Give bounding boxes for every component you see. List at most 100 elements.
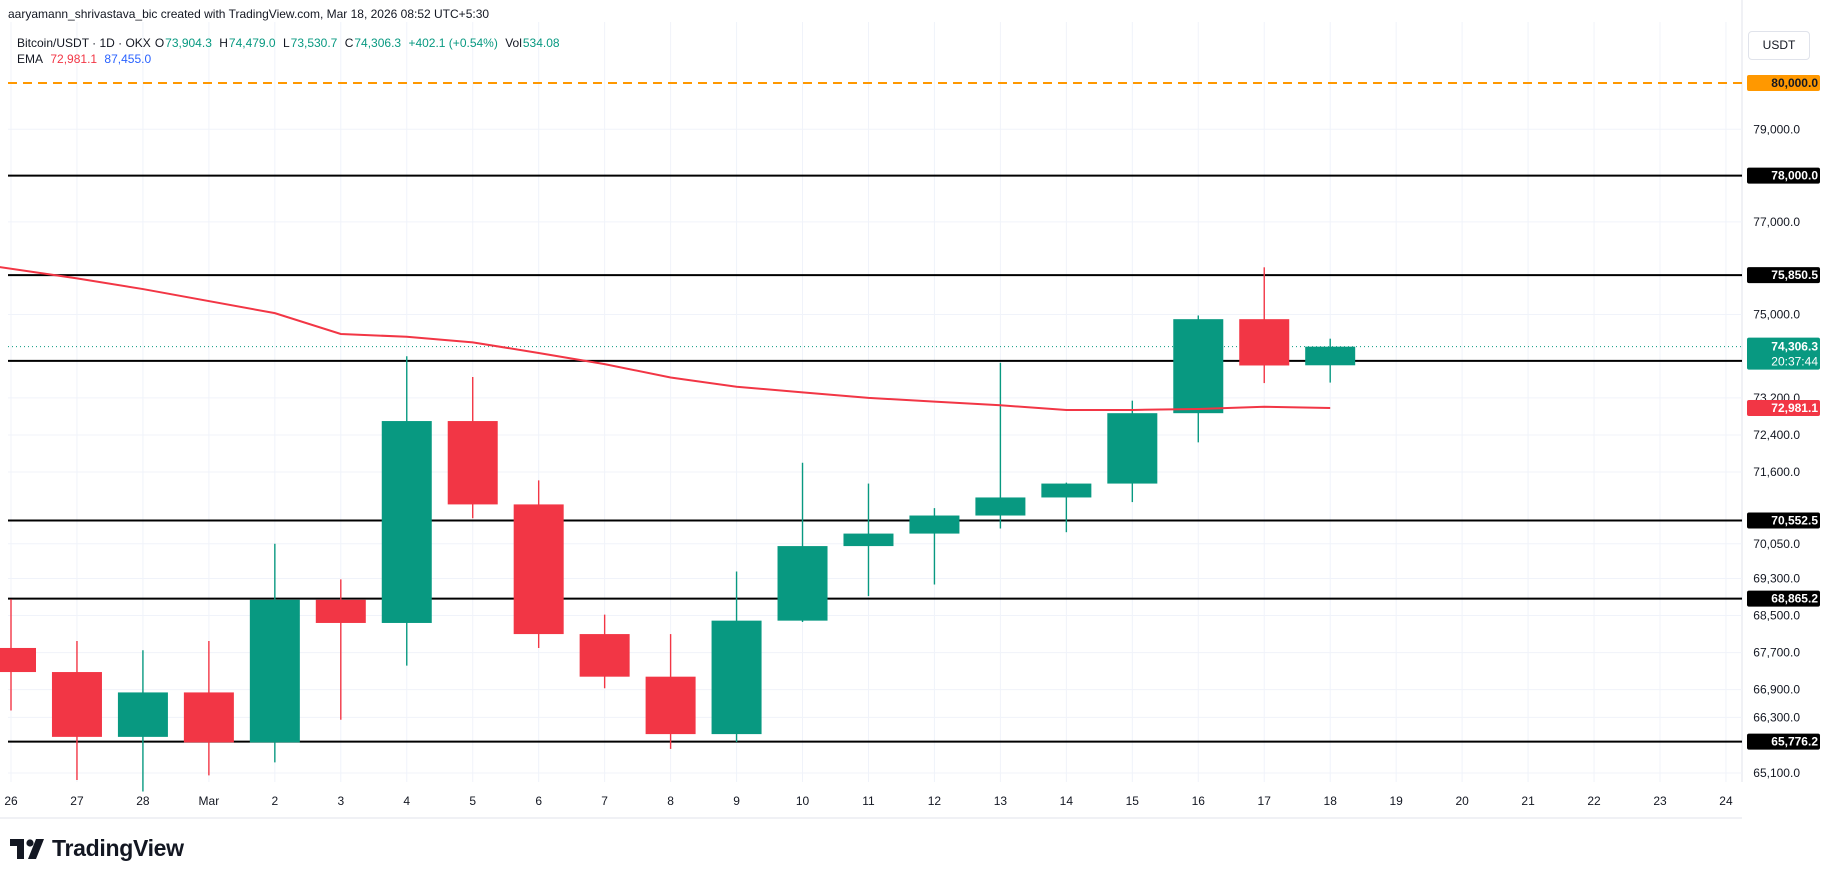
open-key: O: [154, 36, 165, 50]
tradingview-wordmark: TradingView: [52, 835, 184, 861]
time-tick-label: 2: [271, 794, 278, 808]
candle-body: [975, 497, 1026, 516]
price-tick-label: 77,000.0: [1753, 215, 1800, 229]
ema-line: [0, 266, 1331, 411]
candle-body: [579, 634, 630, 677]
time-tick-label: 3: [337, 794, 344, 808]
candle-body: [645, 676, 696, 735]
bar-countdown-label: 20:37:44: [1771, 355, 1818, 369]
time-tick-label: 10: [796, 794, 810, 808]
time-tick-label: 18: [1324, 794, 1338, 808]
price-tick-label: 75,000.0: [1753, 308, 1800, 322]
price-tick-label: 71,600.0: [1753, 465, 1800, 479]
candle-body: [249, 599, 300, 743]
ema-series-line: [0, 266, 1331, 411]
last-price-label: 74,306.3: [1771, 340, 1818, 354]
candle-body: [381, 421, 432, 623]
time-tick-label: 12: [928, 794, 942, 808]
time-tick-label: 21: [1521, 794, 1535, 808]
candle-body: [843, 533, 894, 547]
ema-value-2: 87,455.0: [104, 52, 152, 66]
price-tick-label: 67,700.0: [1753, 646, 1800, 660]
time-tick-label: 4: [403, 794, 410, 808]
level-price-label: 65,776.2: [1771, 735, 1818, 749]
time-tick-label: 13: [994, 794, 1008, 808]
price-tick-label: 68,500.0: [1753, 609, 1800, 623]
symbol-legend: Bitcoin/USDT · 1D · OKX O73,904.3 H74,479…: [17, 36, 564, 50]
time-tick-label: 22: [1587, 794, 1601, 808]
symbol-title[interactable]: Bitcoin/USDT · 1D · OKX: [17, 36, 151, 50]
level-price-label: 75,850.5: [1771, 268, 1818, 282]
candle-body: [1173, 319, 1224, 414]
time-tick-label: Mar: [199, 794, 220, 808]
volume-key: Vol: [505, 36, 522, 50]
level-price-label: 70,552.5: [1771, 514, 1818, 528]
time-tick-label: 20: [1455, 794, 1469, 808]
level-price-label: 78,000.0: [1771, 169, 1818, 183]
candle-body: [447, 421, 498, 505]
price-tick-label: 66,900.0: [1753, 683, 1800, 697]
time-axis: 26 27 28 Mar 2 3 4 5 6 7 8 9 10 11 12 13 14 15 16 17 18 19 20 2…: [4, 794, 1733, 808]
candle-body: [1041, 483, 1092, 498]
time-tick-label: 24: [1719, 794, 1733, 808]
time-tick-label: 27: [70, 794, 84, 808]
close-key: C: [344, 36, 354, 50]
time-tick-label: 9: [733, 794, 740, 808]
level-price-label-bg: [1747, 267, 1820, 284]
level-price-label-bg: [1747, 75, 1820, 91]
candle-body: [777, 546, 828, 621]
candle-body: [183, 692, 234, 743]
candle-body: [1107, 413, 1158, 484]
level-price-label: 80,000.0: [1771, 76, 1818, 90]
level-price-label-bg: [1747, 512, 1820, 529]
change-value: +402.1 (+0.54%): [408, 36, 498, 50]
candle-body: [1239, 319, 1290, 366]
price-axis: 79,000.077,000.075,000.073,200.072,400.0…: [1747, 75, 1820, 780]
price-tick-label: 69,300.0: [1753, 572, 1800, 586]
ema-price-label-bg: [1747, 400, 1820, 417]
candle-body: [909, 515, 960, 534]
price-tick-label: 70,050.0: [1753, 537, 1800, 551]
level-price-label-bg: [1747, 167, 1820, 184]
candle-body: [1305, 346, 1356, 366]
time-tick-label: 5: [469, 794, 476, 808]
tradingview-logo-icon: [10, 838, 44, 859]
time-tick-label: 15: [1126, 794, 1140, 808]
candle-body: [51, 672, 102, 737]
candle-body: [513, 504, 564, 635]
time-tick-label: 7: [601, 794, 608, 808]
time-tick-label: 23: [1653, 794, 1667, 808]
price-tick-label: 72,400.0: [1753, 428, 1800, 442]
last-price-label-bg: [1747, 337, 1820, 370]
ema-legend[interactable]: EMA 72,981.1 87,455.0: [17, 52, 155, 66]
currency-unit-button[interactable]: USDT: [1748, 31, 1810, 60]
attribution-text: aaryamann_shrivastava_bic created with T…: [8, 7, 490, 21]
price-tick-label: 66,300.0: [1753, 710, 1800, 724]
tradingview-logo[interactable]: TradingView: [10, 835, 184, 862]
candles: [0, 267, 1356, 792]
level-price-label-bg: [1747, 733, 1820, 750]
time-tick-label: 6: [535, 794, 542, 808]
time-tick-label: 28: [136, 794, 150, 808]
time-tick-label: 11: [862, 794, 875, 808]
ema-value-1: 72,981.1: [50, 52, 98, 66]
candle-body: [117, 692, 168, 737]
volume-value: 534.08: [522, 36, 560, 50]
low-key: L: [282, 36, 290, 50]
time-tick-label: 19: [1389, 794, 1403, 808]
candle-body: [711, 620, 762, 735]
time-tick-label: 26: [4, 794, 18, 808]
level-price-label: 68,865.2: [1771, 592, 1818, 606]
close-value: 74,306.3: [354, 36, 402, 50]
time-tick-label: 8: [667, 794, 674, 808]
ema-label: EMA: [17, 52, 44, 66]
open-value: 73,904.3: [165, 36, 212, 50]
level-price-label-bg: [1747, 590, 1820, 607]
time-tick-label: 17: [1258, 794, 1272, 808]
time-tick-label: 14: [1060, 794, 1074, 808]
price-tick-label: 79,000.0: [1753, 122, 1800, 136]
ema-price-label: 72,981.1: [1771, 401, 1818, 415]
low-value: 73,530.7: [290, 36, 338, 50]
high-value: 74,479.0: [228, 36, 276, 50]
